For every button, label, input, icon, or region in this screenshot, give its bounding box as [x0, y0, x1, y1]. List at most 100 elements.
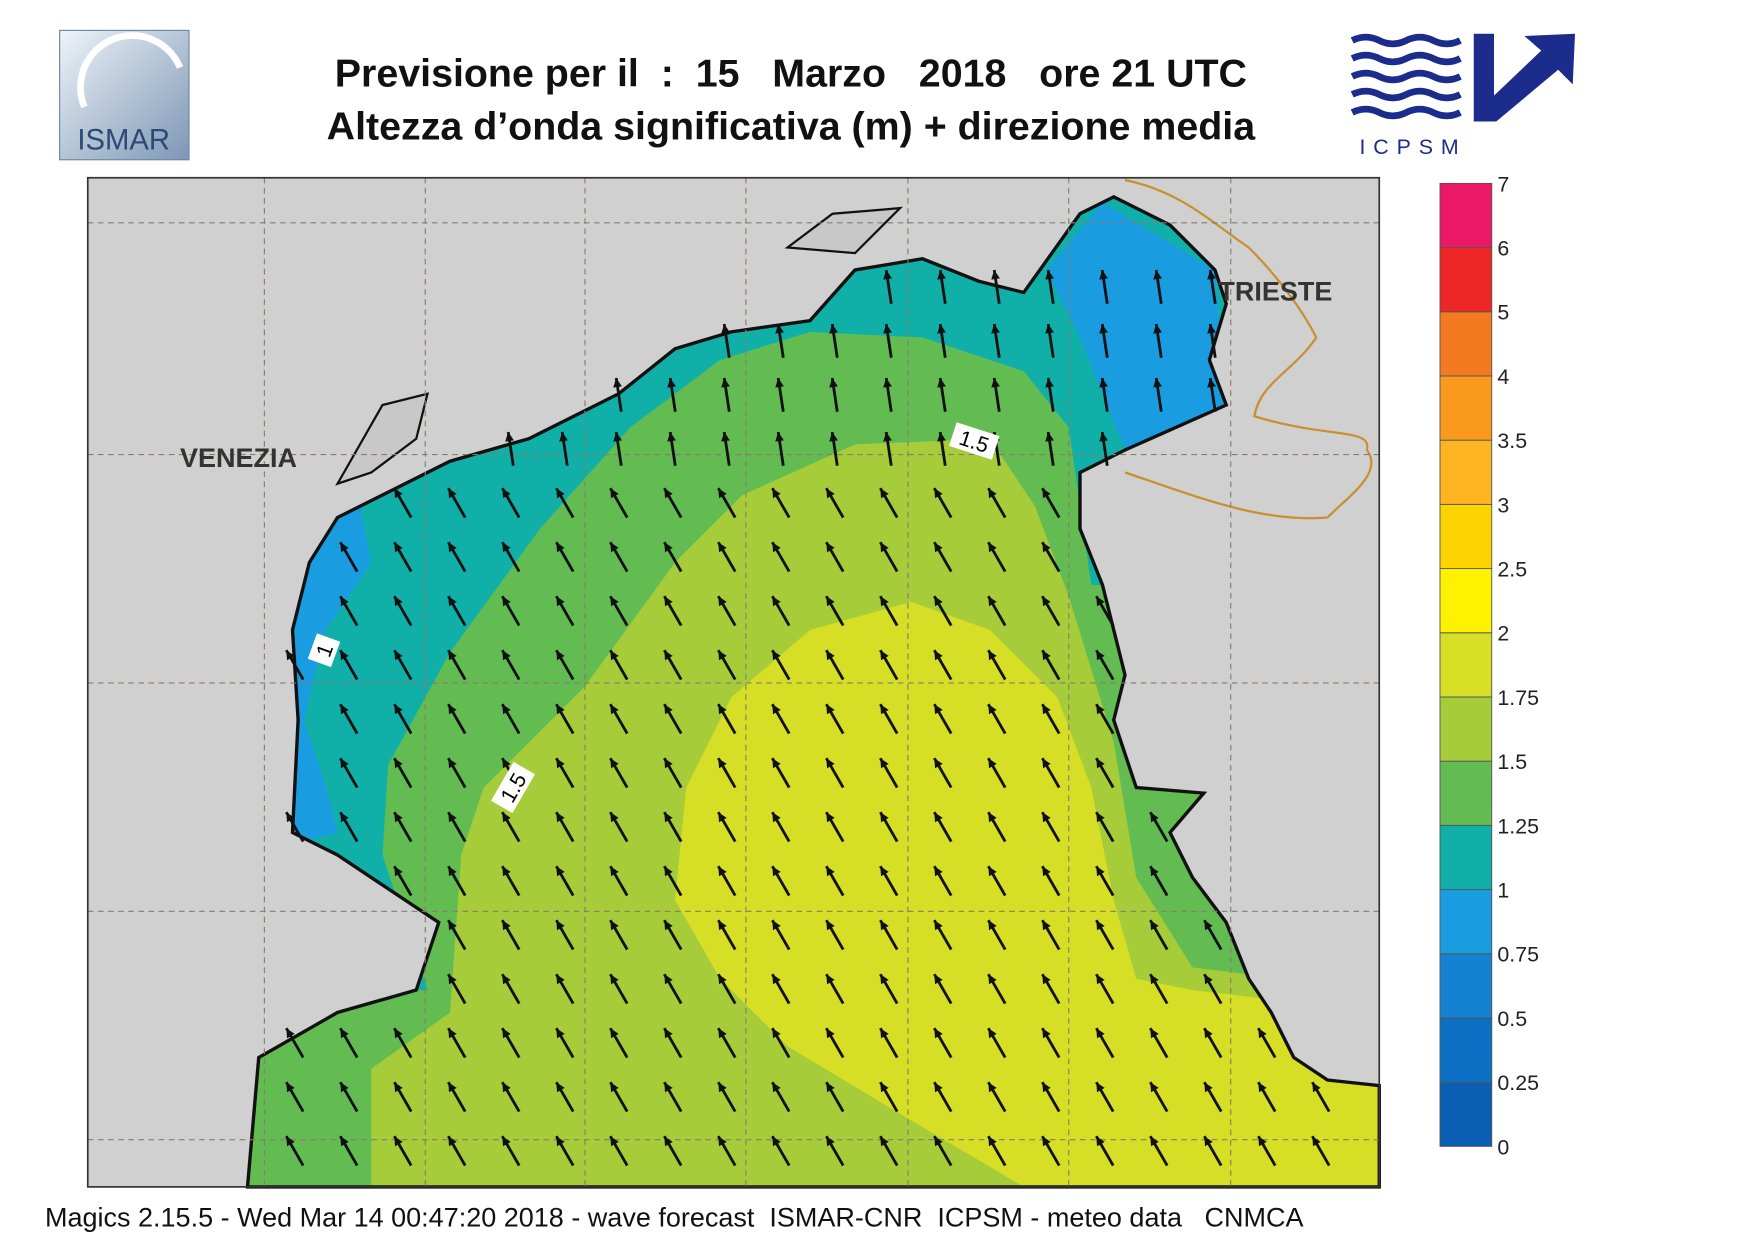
- arrow-head: [1096, 974, 1105, 985]
- arrow-head: [502, 812, 511, 823]
- arrow-head: [718, 1028, 727, 1039]
- arrow-head: [1042, 1136, 1051, 1147]
- colorbar-band: [1439, 311, 1493, 377]
- icpsm-logo: [1350, 33, 1462, 120]
- arrow-head: [937, 378, 946, 388]
- arrow-head: [1099, 324, 1108, 334]
- arrow-head: [991, 378, 1000, 388]
- arrow-head: [556, 488, 565, 499]
- arrow-head: [991, 270, 1000, 280]
- colorbar-label: 3.5: [1497, 429, 1527, 453]
- arrow-head: [934, 758, 943, 769]
- arrow-head: [826, 542, 835, 553]
- arrow-head: [880, 542, 889, 553]
- arrow-head: [880, 1082, 889, 1093]
- footer: Magics 2.15.5 - Wed Mar 14 00:47:20 2018…: [45, 1202, 1303, 1232]
- arrow-head: [772, 542, 781, 553]
- arrow-head: [775, 378, 784, 388]
- colorbar-label: 1.25: [1497, 814, 1539, 838]
- arrow-head: [1204, 974, 1213, 985]
- arrow-head: [934, 488, 943, 499]
- colorbar-band: [1439, 503, 1493, 570]
- arrow-head: [394, 1136, 403, 1147]
- arrow-head: [340, 1028, 349, 1039]
- arrow-head: [502, 704, 511, 715]
- arrow-head: [718, 650, 727, 661]
- arrow-head: [988, 704, 997, 715]
- arrow-head: [664, 1136, 673, 1147]
- arrow-head: [826, 704, 835, 715]
- arrow-head: [721, 432, 730, 442]
- arrow-head: [934, 920, 943, 931]
- arrow-head: [394, 812, 403, 823]
- arrow-head: [610, 812, 619, 823]
- arrow-head: [448, 920, 457, 931]
- arrow-head: [826, 758, 835, 769]
- arrow-head: [829, 432, 838, 442]
- arrow-head: [718, 1082, 727, 1093]
- arrow-head: [1150, 1136, 1159, 1147]
- arrow-head: [1150, 866, 1159, 877]
- arrow-head: [718, 758, 727, 769]
- colorbar-band: [1439, 439, 1493, 505]
- arrow-head: [1204, 920, 1213, 931]
- arrow-head: [502, 1082, 511, 1093]
- arrow-head: [988, 920, 997, 931]
- arrow-head: [448, 1136, 457, 1147]
- arrow-head: [880, 866, 889, 877]
- arrow-head: [340, 650, 349, 661]
- arrow-head: [934, 1028, 943, 1039]
- arrow-head: [1153, 270, 1162, 280]
- arrow-head: [1150, 974, 1159, 985]
- arrow-head: [772, 488, 781, 499]
- arrow-head: [1042, 650, 1051, 661]
- graticule: [87, 177, 1380, 1187]
- arrow-head: [610, 542, 619, 553]
- colorbar-band: [1439, 889, 1493, 955]
- arrow-head: [340, 704, 349, 715]
- lagoon-land: [335, 206, 903, 486]
- arrow-head: [718, 866, 727, 877]
- ismar-logo-text: ISMAR: [77, 125, 170, 157]
- arrow-head: [1096, 1082, 1105, 1093]
- arrow-head: [556, 596, 565, 607]
- arrow-head: [610, 758, 619, 769]
- arrow-head: [880, 704, 889, 715]
- arrow-head: [1045, 324, 1054, 334]
- arrow-head: [826, 1136, 835, 1147]
- arrow-head: [826, 596, 835, 607]
- arrow-head: [826, 812, 835, 823]
- arrow-head: [934, 866, 943, 877]
- arrow-head: [988, 650, 997, 661]
- arrow-head: [772, 920, 781, 931]
- arrow-head: [1045, 378, 1054, 388]
- colorbar-band: [1439, 182, 1493, 249]
- arrow-head: [772, 650, 781, 661]
- map-frame: [86, 176, 1381, 1188]
- arrow-head: [1099, 270, 1108, 280]
- arrow-head: [880, 650, 889, 661]
- arrow-head: [610, 488, 619, 499]
- arrow-head: [340, 596, 349, 607]
- arrow-head: [880, 1136, 889, 1147]
- place-label: VENEZIA: [180, 443, 297, 473]
- arrow-head: [556, 812, 565, 823]
- colorbar-band: [1439, 375, 1493, 441]
- arrow-head: [772, 704, 781, 715]
- arrow-head: [340, 812, 349, 823]
- arrow-head: [880, 812, 889, 823]
- arrow-head: [556, 650, 565, 661]
- arrow-head: [1042, 1082, 1051, 1093]
- arrow-head: [718, 542, 727, 553]
- arrow-head: [1207, 270, 1216, 280]
- colorbar-band: [1439, 760, 1493, 826]
- arrow-head: [988, 812, 997, 823]
- arrow-head: [988, 1136, 997, 1147]
- arrow-head: [937, 270, 946, 280]
- arrow-head: [880, 920, 889, 931]
- arrow-head: [772, 1082, 781, 1093]
- subtitle: Altezza d’onda significativa (m) + direz…: [327, 105, 1257, 149]
- arrow-head: [610, 974, 619, 985]
- arrow-head: [988, 1028, 997, 1039]
